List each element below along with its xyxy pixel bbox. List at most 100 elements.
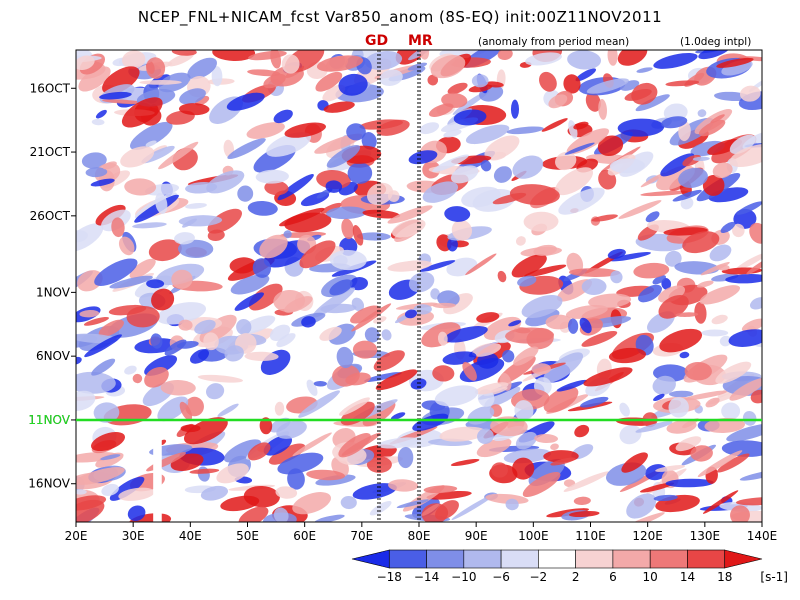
field-patch: [567, 50, 602, 70]
field-patch: [76, 55, 95, 71]
field-patch: [326, 206, 367, 220]
colorbar-label: −14: [414, 570, 439, 584]
field-patch: [729, 143, 762, 168]
colorbar-swatch: [575, 549, 614, 569]
x-tick-label: 120E: [632, 529, 663, 543]
field-patch: [680, 197, 694, 210]
colorbar-swatch: [351, 549, 390, 569]
field-patch: [715, 361, 752, 384]
field-patch: [697, 109, 707, 118]
field-patch: [699, 285, 741, 305]
field-patch: [216, 463, 249, 484]
field-patch: [187, 57, 218, 80]
field-patch: [341, 432, 381, 456]
field-patch: [269, 324, 291, 341]
field-patch: [432, 302, 456, 309]
field-patch: [177, 239, 214, 259]
colorbar-label: −6: [492, 570, 510, 584]
field-patch: [381, 329, 392, 341]
field-patch: [264, 180, 289, 196]
colorbar-swatch: [388, 549, 427, 569]
field-patch: [155, 193, 168, 214]
colorbar-label: −2: [530, 570, 548, 584]
field-patch: [109, 476, 145, 501]
field-patch: [692, 156, 710, 161]
field-patch: [237, 185, 254, 202]
field-patch: [497, 50, 513, 61]
field-patch: [121, 97, 163, 128]
field-patch: [517, 275, 537, 287]
field-patch: [194, 319, 216, 335]
field-patch: [418, 50, 430, 60]
field-patch: [404, 309, 417, 319]
field-patch: [150, 333, 163, 349]
field-patch: [502, 349, 515, 363]
field-patch: [461, 186, 501, 208]
field-patch: [555, 167, 594, 196]
field-patch: [373, 350, 405, 371]
field-patch: [444, 206, 471, 222]
field-patch: [179, 401, 193, 421]
field-patch: [341, 218, 354, 240]
colorbar-label: 18: [717, 570, 732, 584]
field-patch: [635, 94, 670, 112]
field-patch: [550, 443, 559, 450]
colorbar-unit: [s-1]: [760, 570, 788, 584]
colorbar-swatch: [500, 549, 539, 569]
field-patch: [539, 71, 557, 92]
field-patch: [750, 297, 762, 310]
field-patch: [369, 501, 392, 516]
plot-area: [76, 50, 762, 522]
field-patch: [698, 50, 731, 60]
field-patch: [484, 135, 520, 160]
field-patch: [273, 507, 289, 522]
field-patch: [387, 205, 433, 224]
field-patch: [124, 365, 137, 375]
field-patch: [621, 452, 648, 473]
colorbar-swatch: [687, 549, 726, 569]
field-patch: [652, 375, 676, 395]
field-patch: [281, 54, 300, 74]
field-patch: [217, 403, 239, 417]
field-patch: [211, 66, 223, 87]
colorbar-swatch: [612, 549, 651, 569]
field-patch: [736, 201, 762, 215]
field-patch: [583, 367, 633, 387]
field-patch: [178, 319, 193, 331]
field-patch: [315, 71, 343, 92]
field-patch: [223, 439, 262, 463]
field-patch: [244, 351, 279, 362]
colorbar: −18 −14 −10 −6 −2 2 6 10 14 18 [s-1]: [351, 549, 788, 584]
field-patch: [366, 456, 392, 473]
field-patch: [468, 84, 493, 93]
x-tick-label: 70E: [350, 529, 373, 543]
field-patch: [352, 340, 378, 359]
field-patch: [351, 303, 392, 332]
field-patch: [555, 151, 577, 171]
field-patch: [306, 469, 346, 481]
field-patch: [126, 306, 160, 328]
field-patch: [746, 255, 762, 275]
field-patch: [273, 289, 306, 313]
field-patch: [392, 219, 426, 238]
field-patch: [661, 278, 672, 290]
field-patch: [471, 74, 489, 88]
field-patch: [505, 327, 555, 344]
field-patch: [521, 295, 563, 318]
field-patch: [298, 390, 340, 418]
field-patch: [270, 50, 282, 69]
x-tick-label: 50E: [236, 529, 259, 543]
field-patch: [669, 390, 694, 398]
field-patch: [99, 91, 132, 100]
field-patch: [174, 232, 195, 245]
field-patch: [608, 347, 647, 364]
x-tick-label: 30E: [122, 529, 145, 543]
field-patch: [247, 69, 281, 77]
field-patch: [729, 134, 756, 154]
field-patch: [664, 250, 682, 267]
field-patch: [132, 373, 143, 384]
field-patch: [432, 154, 469, 173]
field-patch: [275, 486, 298, 499]
field-patch: [364, 327, 380, 343]
field-patch: [325, 180, 343, 193]
